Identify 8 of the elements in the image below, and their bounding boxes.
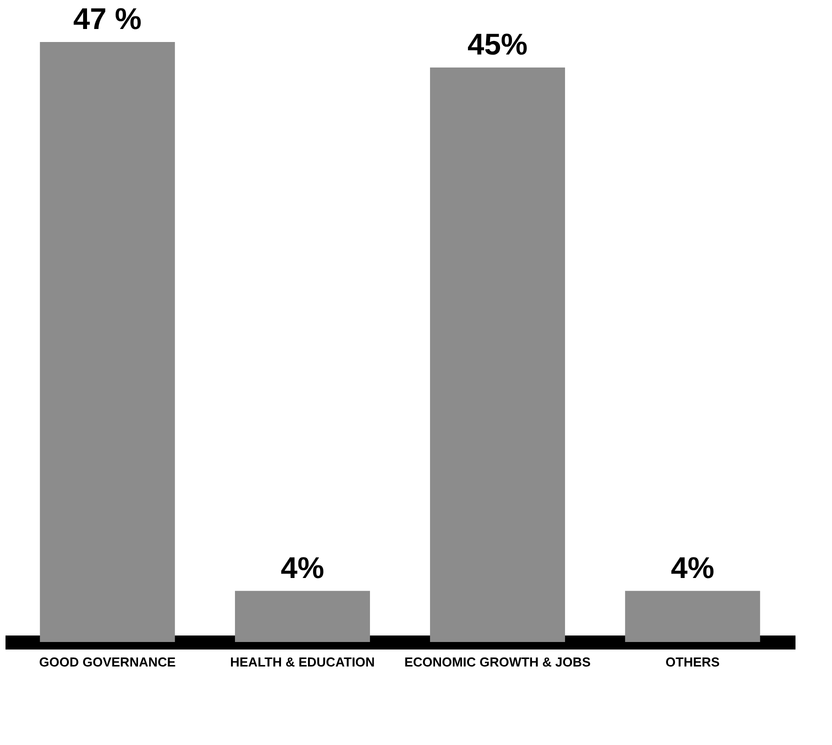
x-tick-label: GOOD GOVERNANCE <box>39 654 176 670</box>
data-label: 45% <box>468 28 528 62</box>
data-label: 4% <box>280 552 324 585</box>
x-tick-label: ECONOMIC GROWTH & JOBS <box>404 654 592 670</box>
x-tick-label: OTHERS <box>666 654 720 670</box>
x-tick-label: HEALTH & EDUCATION <box>230 654 375 670</box>
data-label: 4% <box>670 552 714 585</box>
data-label: 47 % <box>73 3 142 36</box>
